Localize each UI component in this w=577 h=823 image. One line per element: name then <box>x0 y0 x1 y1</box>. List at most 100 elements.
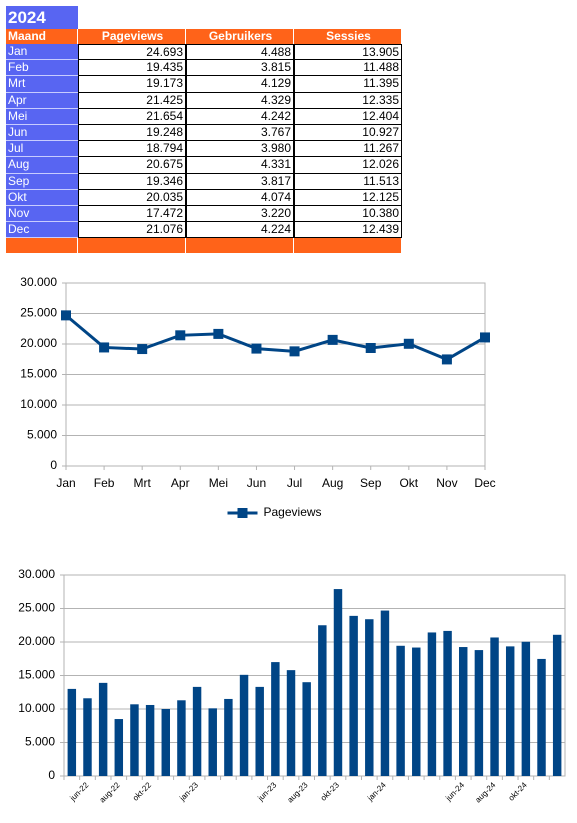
bar <box>552 634 562 776</box>
data-cell: 19.248 <box>78 125 186 142</box>
footer-cell <box>294 238 401 253</box>
data-cell: 3.220 <box>186 206 294 223</box>
x-tick-label: aug-24 <box>473 780 497 804</box>
marker <box>441 354 452 365</box>
data-cell: 20.675 <box>78 157 186 174</box>
bar <box>271 662 280 776</box>
bar <box>537 658 546 776</box>
footer-cell <box>186 238 293 253</box>
x-tick-label: Nov <box>436 476 457 490</box>
bar <box>208 708 217 776</box>
x-tick-label: okt-24 <box>507 780 529 802</box>
data-cell: 18.794 <box>78 141 186 158</box>
marker <box>403 338 414 349</box>
month-cell: Feb <box>6 60 78 77</box>
y-tick-label: 15.000 <box>20 367 57 381</box>
bar <box>349 615 358 776</box>
data-cell: 12.439 <box>294 222 402 239</box>
y-tick-label: 20.000 <box>20 336 57 350</box>
x-tick-label: okt-23 <box>319 780 341 802</box>
data-cell: 19.173 <box>78 76 186 93</box>
y-tick-label: 25.000 <box>20 306 57 320</box>
data-cell: 11.395 <box>294 76 402 93</box>
data-cell: 12.404 <box>294 108 402 125</box>
footer-cell <box>6 238 77 253</box>
bar <box>302 682 311 776</box>
data-cell: 21.425 <box>78 92 186 109</box>
data-cell: 3.980 <box>186 141 294 158</box>
month-cell: Jan <box>6 44 78 61</box>
data-cell: 21.076 <box>78 222 186 239</box>
month-cell: Jul <box>6 141 78 158</box>
data-cell: 10.927 <box>294 125 402 142</box>
data-cell: 19.435 <box>78 60 186 77</box>
month-cell: Okt <box>6 189 78 206</box>
bar <box>396 645 405 776</box>
bar <box>333 589 343 776</box>
bar <box>161 709 170 776</box>
marker <box>99 342 110 353</box>
table-title: 2024 <box>6 6 78 29</box>
marker <box>213 328 224 339</box>
data-cell: 11.513 <box>294 173 402 190</box>
bar <box>380 610 390 776</box>
bar <box>427 632 437 776</box>
month-cell: Nov <box>6 206 78 223</box>
data-cell: 12.026 <box>294 157 402 174</box>
marker <box>137 344 148 355</box>
data-cell: 21.654 <box>78 108 186 125</box>
x-tick-label: Dec <box>474 476 495 490</box>
x-tick-label: jan-23 <box>177 780 200 803</box>
month-cell: Mrt <box>6 76 78 93</box>
x-tick-label: Apr <box>171 476 190 490</box>
month-cell: Mei <box>6 108 78 125</box>
bar <box>98 682 108 776</box>
marker <box>327 334 338 345</box>
x-tick-label: jun-22 <box>68 780 91 803</box>
header-cell: Maand <box>6 29 78 44</box>
y-tick-label: 25.000 <box>18 601 55 615</box>
x-tick-label: Jun <box>247 476 266 490</box>
data-cell: 4.224 <box>186 222 294 239</box>
data-cell: 11.488 <box>294 60 402 77</box>
data-cell: 4.129 <box>186 76 294 93</box>
y-tick-label: 15.000 <box>18 668 55 682</box>
data-cell: 3.767 <box>186 125 294 142</box>
x-tick-label: aug-23 <box>286 780 310 804</box>
data-cell: 4.074 <box>186 189 294 206</box>
data-cell: 4.488 <box>186 44 294 61</box>
x-tick-label: Jul <box>287 476 302 490</box>
header-cell: Gebruikers <box>186 29 294 44</box>
data-cell: 19.346 <box>78 173 186 190</box>
x-tick-label: jun-23 <box>255 780 278 803</box>
marker <box>365 342 376 353</box>
y-tick-label: 5.000 <box>25 735 55 749</box>
data-cell: 12.335 <box>294 92 402 109</box>
marker <box>251 343 262 354</box>
header-cell: Pageviews <box>78 29 186 44</box>
month-cell: Dec <box>6 222 78 239</box>
marker <box>61 310 71 321</box>
data-cell: 24.693 <box>78 44 186 61</box>
x-tick-label: Mei <box>209 476 228 490</box>
y-tick-label: 20.000 <box>18 634 55 648</box>
x-tick-label: okt-22 <box>131 780 153 802</box>
legend-label: Pageviews <box>264 505 322 519</box>
y-tick-label: 10.000 <box>20 397 57 411</box>
bar <box>365 619 374 776</box>
data-cell: 4.242 <box>186 108 294 125</box>
bar <box>145 704 155 776</box>
y-tick-label: 30.000 <box>20 275 57 289</box>
x-tick-label: Feb <box>94 476 115 490</box>
header-cell: Sessies <box>294 29 402 44</box>
marker <box>289 346 300 357</box>
data-cell: 10.380 <box>294 206 402 223</box>
plot-frame <box>65 282 486 467</box>
data-cell: 12.125 <box>294 189 402 206</box>
month-cell: Aug <box>6 157 78 174</box>
bar <box>490 637 499 776</box>
x-tick-label: Aug <box>322 476 343 490</box>
marker <box>480 332 490 343</box>
x-tick-label: Mrt <box>134 476 152 490</box>
